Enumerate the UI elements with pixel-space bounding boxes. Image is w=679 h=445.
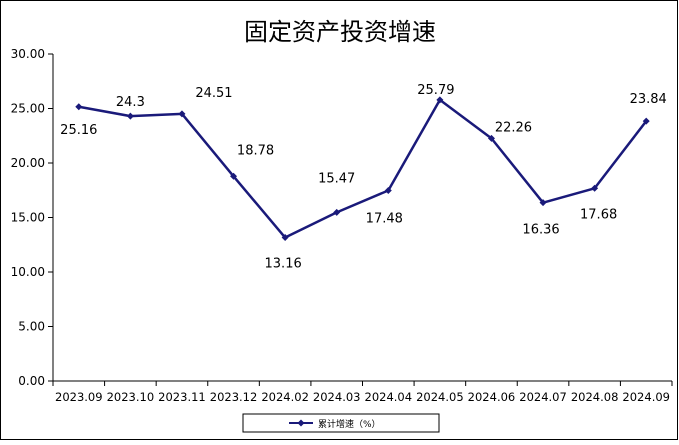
data-label: 24.51 — [195, 86, 232, 101]
data-point-marker — [126, 112, 134, 120]
chart-title: 固定资产投资增速 — [244, 18, 436, 46]
data-label: 22.26 — [495, 120, 532, 135]
y-tick-label: 30.00 — [11, 47, 45, 61]
axes: 0.00 5.00 10.00 15.00 20.00 25.00 30.00 2023.09… — [11, 47, 673, 404]
data-label: 17.68 — [580, 207, 617, 222]
data-point-marker — [281, 234, 289, 242]
y-tick-label: 10.00 — [11, 265, 45, 279]
data-label: 13.16 — [265, 257, 302, 272]
data-point-marker — [75, 103, 83, 111]
data-point-marker — [384, 186, 392, 194]
x-tick-label: 2023.09 — [55, 390, 103, 404]
data-point-marker — [230, 172, 238, 180]
data-point-marker — [178, 110, 186, 118]
y-tick-label: 25.00 — [11, 102, 45, 116]
legend: 累计增速（%） — [242, 413, 440, 433]
data-point-marker — [591, 184, 599, 192]
data-point-marker — [487, 134, 495, 142]
data-label: 25.79 — [417, 83, 454, 98]
legend-box — [242, 413, 440, 433]
data-label: 24.3 — [116, 95, 145, 110]
x-tick-label: 2023.11 — [158, 390, 206, 404]
data-point-marker — [539, 199, 547, 207]
data-point-marker — [436, 96, 444, 104]
series-layer: 25.16 24.3 24.51 18.78 13.16 15.47 17.48 25.79 2… — [60, 83, 667, 272]
series-line — [78, 98, 648, 239]
data-point-marker — [333, 208, 341, 216]
x-tick-label: 2024.05 — [416, 390, 464, 404]
x-tick-label: 2024.06 — [468, 390, 516, 404]
data-point-marker — [642, 117, 650, 125]
y-tick-label: 15.00 — [11, 211, 45, 225]
x-tick-label: 2024.04 — [365, 390, 413, 404]
x-tick-label: 2024.08 — [571, 390, 619, 404]
data-label: 23.84 — [630, 92, 667, 107]
data-label: 16.36 — [522, 223, 559, 238]
data-label: 15.47 — [318, 171, 355, 186]
y-tick-label: 5.00 — [18, 320, 45, 334]
y-tick-label: 0.00 — [18, 374, 45, 388]
x-tick-label: 2024.09 — [622, 390, 670, 404]
data-label: 25.16 — [60, 123, 97, 138]
x-tick-label: 2024.02 — [261, 390, 309, 404]
x-tick-label: 2024.03 — [313, 390, 361, 404]
legend-marker-diamond — [297, 419, 305, 427]
x-tick-label: 2023.10 — [107, 390, 155, 404]
x-tick-label: 2024.07 — [519, 390, 567, 404]
data-label: 18.78 — [237, 143, 274, 158]
x-tick-label: 2023.12 — [210, 390, 258, 404]
data-label: 17.48 — [366, 211, 403, 226]
legend-series-label: 累计增速（%） — [318, 418, 381, 430]
y-tick-label: 20.00 — [11, 156, 45, 170]
